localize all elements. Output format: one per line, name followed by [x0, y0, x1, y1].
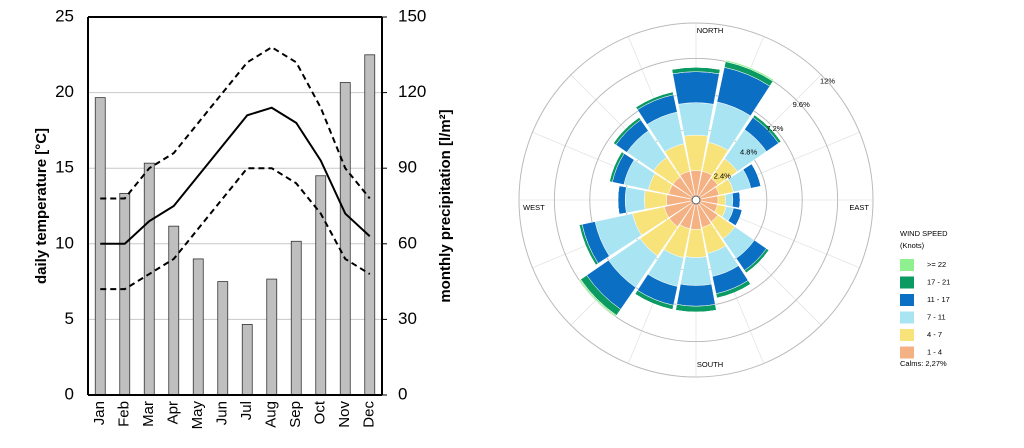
- rose-segment: [754, 114, 782, 142]
- y-tick-label: 10: [55, 233, 74, 252]
- y-tick-label: 5: [65, 309, 74, 328]
- rose-segment: [678, 102, 714, 137]
- bar: [241, 324, 253, 396]
- bar: [266, 278, 278, 396]
- r-tick-label: 4.8%: [740, 148, 757, 157]
- calm-center: [691, 195, 701, 205]
- y2-tick-label: 60: [398, 233, 417, 252]
- bar: [143, 162, 155, 396]
- bar: [192, 258, 204, 396]
- x-tick-label: Jan: [91, 401, 108, 425]
- legend-swatch: [900, 276, 914, 289]
- x-tick-label: Jun: [214, 401, 231, 425]
- x-tick-label: Mar: [140, 401, 157, 427]
- rose-segment: [746, 250, 770, 274]
- x-tick-label: Aug: [263, 401, 280, 428]
- legend-label: 11 - 17: [927, 295, 950, 304]
- direction-label: NORTH: [697, 26, 724, 35]
- y2-tick-label: 0: [398, 384, 407, 403]
- rose-segment: [725, 59, 775, 82]
- y2-tick-label: 120: [398, 82, 426, 101]
- r-tick-label: 9.6%: [793, 100, 810, 109]
- y2-tick-label: 90: [398, 158, 417, 177]
- legend-swatch: [900, 346, 914, 359]
- y2-tick-label: 30: [398, 309, 417, 328]
- x-tick-label: Dec: [361, 401, 378, 428]
- rose-segment: [717, 194, 726, 206]
- r-tick-label: 2.4%: [714, 171, 731, 180]
- rose-segment: [617, 185, 627, 215]
- rose-segment: [624, 186, 646, 214]
- bar: [339, 82, 351, 396]
- rose-segment: [613, 117, 640, 144]
- rose-segment: [617, 185, 620, 215]
- legend-label: 7 - 11: [927, 312, 946, 321]
- rose-segment: [579, 279, 617, 317]
- bar: [94, 97, 106, 396]
- rose-segment: [680, 256, 712, 286]
- line: [100, 46, 371, 200]
- x-tick-label: May: [189, 401, 206, 430]
- rose-segment: [675, 309, 717, 313]
- calms-label: Calms: 2,27%: [900, 359, 947, 368]
- r-tick-label: 7.2%: [766, 124, 783, 133]
- rose-segment: [672, 71, 720, 105]
- legend-title: WIND SPEED: [900, 229, 948, 238]
- rose-segment: [751, 163, 762, 187]
- x-tick-label: Nov: [336, 401, 353, 428]
- y-tick-label: 20: [55, 82, 74, 101]
- rose-segment: [724, 193, 734, 207]
- grid-ring: [553, 57, 839, 343]
- x-tick-label: Sep: [287, 401, 304, 428]
- legend-label: 17 - 21: [927, 277, 950, 286]
- direction-label: WEST: [523, 203, 545, 212]
- x-tick-label: Feb: [116, 401, 133, 427]
- legend-label: >= 22: [927, 260, 946, 269]
- r-tick-label: 12%: [820, 77, 835, 86]
- y-tick-label: 0: [65, 384, 74, 403]
- rose-segment: [635, 91, 673, 108]
- y-tick-label: 15: [55, 158, 74, 177]
- legend-swatch: [900, 294, 914, 306]
- legend-subtitle: (Knots): [900, 241, 925, 250]
- legend-swatch: [900, 329, 914, 341]
- y-tick-label: 25: [55, 6, 74, 25]
- y2-axis-label: monthly precipitation [l/m²]: [437, 109, 454, 302]
- legend-swatch: [900, 259, 914, 271]
- legend-swatch: [900, 311, 914, 324]
- y-axis-label: daily temperature [°C]: [33, 128, 50, 284]
- x-tick-label: Oct: [312, 400, 329, 424]
- rose-segment: [644, 190, 668, 210]
- legend-label: 4 - 7: [927, 330, 942, 339]
- rose-segment: [676, 283, 716, 307]
- x-tick-label: Apr: [165, 401, 182, 424]
- bar: [168, 225, 180, 396]
- x-tick-label: Jul: [238, 401, 255, 420]
- direction-label: SOUTH: [697, 360, 723, 369]
- rose-segment: [731, 191, 741, 209]
- direction-label: EAST: [849, 203, 869, 212]
- y2-tick-label: 150: [398, 6, 426, 25]
- line: [100, 106, 371, 245]
- bar: [290, 240, 302, 396]
- grid-ring: [518, 22, 874, 378]
- legend-label: 1 - 4: [927, 347, 942, 356]
- rose-segment: [735, 209, 743, 226]
- bar: [217, 281, 229, 396]
- bar: [364, 54, 376, 396]
- bar: [119, 192, 131, 396]
